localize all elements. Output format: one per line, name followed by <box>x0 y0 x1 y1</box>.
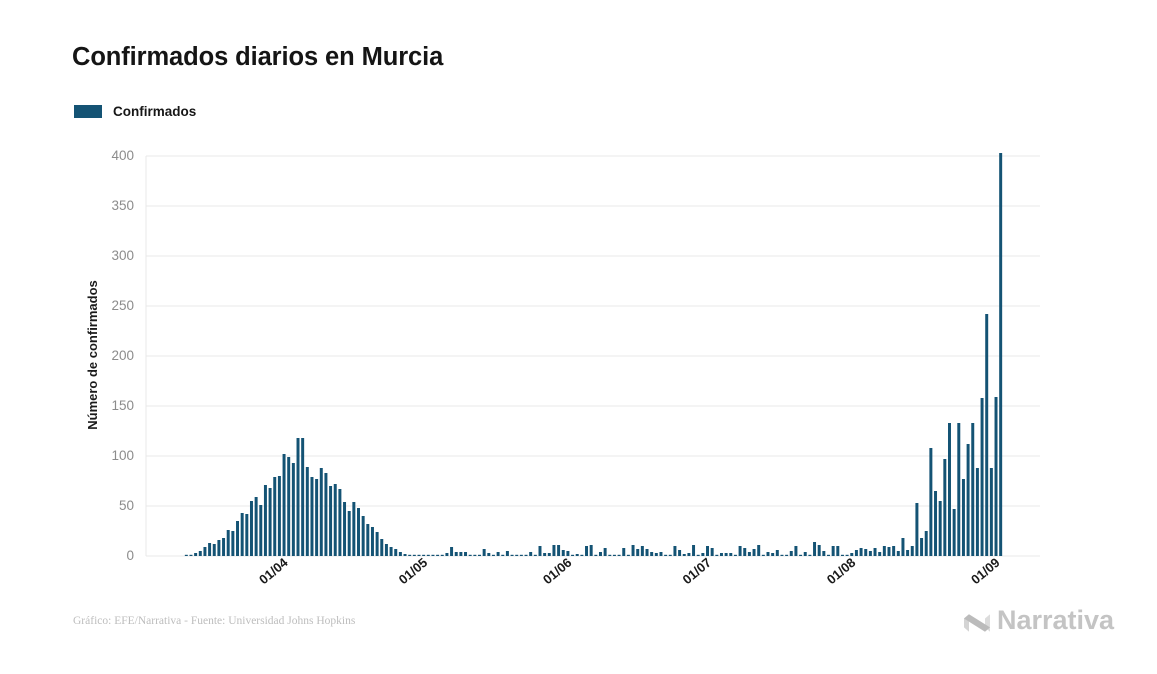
svg-text:01/08: 01/08 <box>824 555 859 587</box>
svg-text:150: 150 <box>111 398 134 413</box>
svg-text:01/05: 01/05 <box>396 555 431 587</box>
svg-text:Narrativa: Narrativa <box>997 605 1115 635</box>
svg-text:100: 100 <box>111 448 134 463</box>
svg-text:01/04: 01/04 <box>256 554 291 587</box>
svg-text:01/07: 01/07 <box>680 555 715 587</box>
svg-text:400: 400 <box>111 148 134 163</box>
svg-text:200: 200 <box>111 348 134 363</box>
svg-text:0: 0 <box>126 548 134 563</box>
svg-text:250: 250 <box>111 298 134 313</box>
svg-text:01/06: 01/06 <box>540 555 575 587</box>
svg-text:01/09: 01/09 <box>968 555 1003 587</box>
svg-text:350: 350 <box>111 198 134 213</box>
svg-text:300: 300 <box>111 248 134 263</box>
svg-text:50: 50 <box>119 498 134 513</box>
svg-text:Número de confirmados: Número de confirmados <box>85 280 100 430</box>
